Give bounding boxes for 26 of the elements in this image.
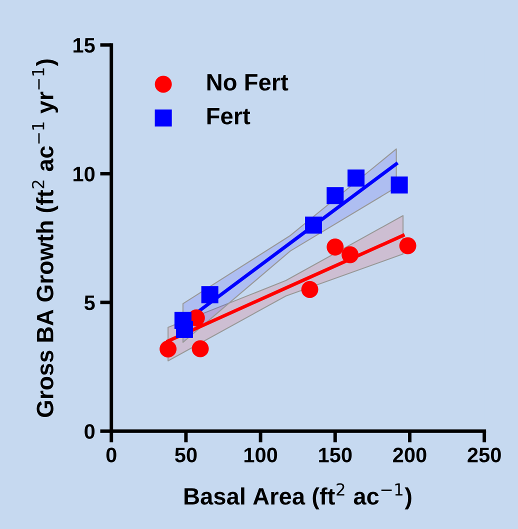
- x-tick-label: 100: [244, 448, 278, 462]
- y-tick-label: 5: [84, 296, 95, 310]
- x-tick-label: 50: [175, 448, 197, 462]
- y-axis-title: Gross BA Growth (ft$^{2}$ ac$^{−1}$ yr$^{−1}$): [32, 59, 58, 417]
- point: [301, 281, 318, 298]
- point: [326, 238, 344, 256]
- x-axis-title: Basal Area (ft$^{2}$ ac$^{−1}$): [184, 483, 412, 510]
- y-tick-label: 15: [74, 38, 95, 53]
- x-tick-label: 0: [106, 448, 116, 462]
- x-tick-label: 150: [319, 448, 352, 462]
- x-tick-label: 200: [393, 448, 426, 462]
- legend-label: No Fert: [207, 74, 288, 91]
- point: [176, 320, 193, 338]
- point: [305, 216, 322, 234]
- y-tick-label: 10: [74, 166, 95, 182]
- point: [348, 170, 365, 187]
- point: [201, 286, 218, 304]
- legend-label: Fert: [207, 108, 250, 124]
- point: [399, 237, 416, 254]
- point: [160, 340, 177, 358]
- point: [390, 176, 408, 194]
- y-tick-label: 0: [84, 424, 95, 439]
- point: [342, 246, 359, 264]
- point: [326, 187, 344, 204]
- x-tick-label: 250: [468, 448, 501, 462]
- point: [192, 340, 209, 358]
